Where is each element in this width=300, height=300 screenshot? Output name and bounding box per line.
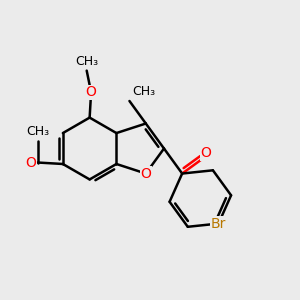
Text: O: O <box>25 155 36 170</box>
Text: CH₃: CH₃ <box>132 85 155 98</box>
Text: O: O <box>140 167 151 181</box>
Text: CH₃: CH₃ <box>26 125 49 138</box>
Text: Br: Br <box>211 217 226 231</box>
Text: O: O <box>200 146 211 160</box>
Text: CH₃: CH₃ <box>75 55 98 68</box>
Text: O: O <box>86 85 97 99</box>
